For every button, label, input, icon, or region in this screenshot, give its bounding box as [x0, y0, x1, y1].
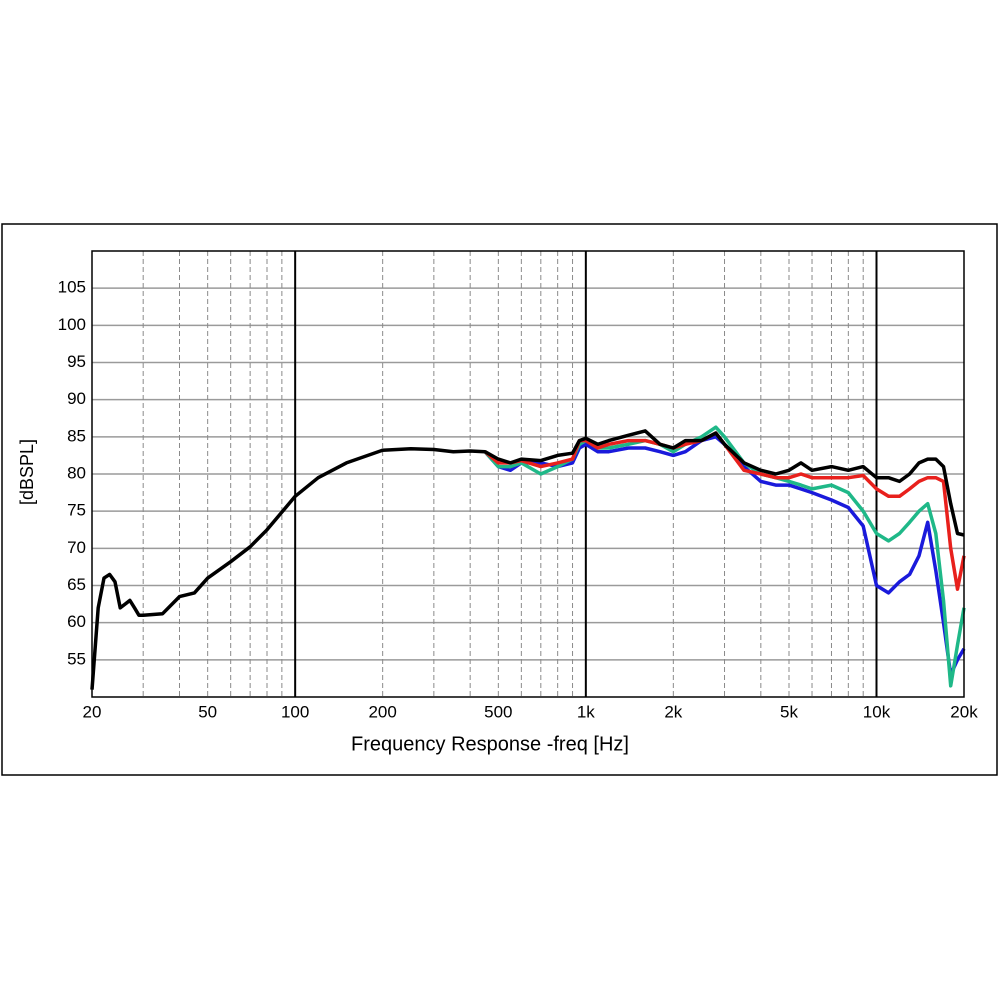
y-tick-label: 95	[67, 352, 86, 371]
x-tick-label: 10k	[863, 702, 891, 721]
y-tick-label: 80	[67, 463, 86, 482]
x-tick-label: 5k	[780, 702, 798, 721]
x-tick-label: 20	[83, 702, 102, 721]
y-tick-label: 105	[58, 278, 86, 297]
y-tick-label: 65	[67, 575, 86, 594]
x-tick-label: 20k	[950, 702, 978, 721]
x-tick-label: 2k	[664, 702, 682, 721]
plot-border	[91, 250, 965, 698]
series-line	[483, 431, 966, 591]
x-tick-label: 50	[198, 702, 217, 721]
y-tick-label: 70	[67, 538, 86, 557]
y-tick-label: 100	[58, 315, 86, 334]
y-axis-title: [dBSPL]	[17, 439, 37, 505]
x-tick-label: 200	[368, 702, 396, 721]
y-tick-label: 55	[67, 649, 86, 668]
x-axis-title: Frequency Response -freq [Hz]	[351, 733, 629, 755]
y-tick-label: 90	[67, 389, 86, 408]
x-tick-label: 500	[484, 702, 512, 721]
y-tick-label: 75	[67, 501, 86, 520]
series-line	[90, 429, 965, 690]
x-tick-label: 1k	[577, 702, 595, 721]
x-tick-label: 100	[281, 702, 309, 721]
y-tick-label: 85	[67, 426, 86, 445]
y-tick-label: 60	[67, 612, 86, 631]
